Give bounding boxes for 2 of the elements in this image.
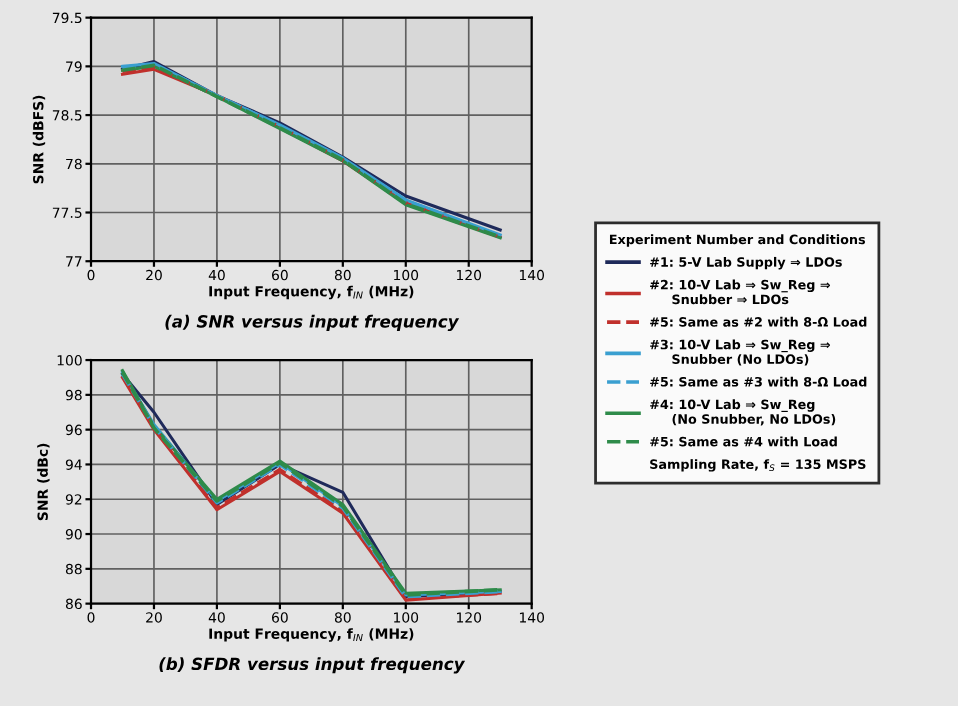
text: (a) SNR versus input frequency: [165, 314, 460, 332]
text: (b) SFDR versus input frequency: [159, 657, 466, 674]
